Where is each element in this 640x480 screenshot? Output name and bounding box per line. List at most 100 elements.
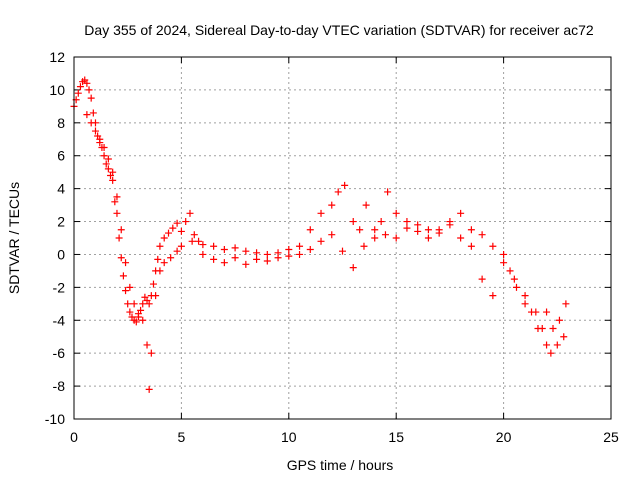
data-point	[210, 242, 218, 250]
data-point	[549, 325, 557, 332]
data-point	[538, 325, 546, 332]
data-point	[220, 259, 228, 267]
data-point	[199, 250, 207, 258]
series-1	[83, 111, 568, 393]
y-tick-label: -4	[53, 312, 66, 328]
data-point	[555, 316, 563, 324]
data-point	[160, 259, 168, 267]
plot-frame	[73, 56, 612, 420]
data-point	[102, 160, 110, 168]
data-point	[392, 209, 400, 217]
data-point	[285, 246, 293, 254]
data-point	[126, 283, 134, 291]
data-point	[231, 254, 239, 262]
data-point	[113, 209, 121, 217]
x-tick-label: 0	[70, 429, 78, 445]
y-tick-label: 4	[57, 181, 65, 197]
x-tick-label: 5	[178, 429, 186, 445]
data-point	[562, 300, 570, 308]
data-point	[242, 260, 250, 268]
data-point	[145, 385, 153, 393]
data-point	[242, 247, 250, 255]
data-point	[109, 168, 117, 176]
y-tick-label: 2	[57, 214, 65, 230]
data-point	[111, 198, 119, 206]
data-point	[139, 300, 147, 308]
data-point	[83, 79, 91, 87]
data-point	[149, 280, 157, 288]
data-point	[349, 264, 357, 272]
data-point	[414, 227, 422, 235]
data-point	[96, 135, 104, 143]
data-point	[210, 255, 218, 263]
data-point	[253, 255, 261, 263]
grid-lines	[74, 57, 611, 419]
data-point	[296, 242, 304, 250]
data-point	[356, 226, 364, 234]
data-point	[560, 333, 568, 341]
data-point	[506, 267, 514, 275]
data-point	[392, 234, 400, 242]
data-point	[341, 181, 349, 189]
chart-title: Day 355 of 2024, Sidereal Day-to-day VTE…	[84, 22, 594, 38]
data-point	[76, 83, 84, 91]
data-point	[500, 250, 508, 258]
data-point	[145, 300, 153, 308]
data-point	[104, 165, 112, 173]
data-point	[91, 127, 99, 135]
data-point	[339, 247, 346, 255]
data-point	[87, 119, 95, 127]
y-tick-label: -6	[53, 345, 66, 361]
data-point	[478, 275, 486, 283]
x-tick-label: 10	[281, 429, 297, 445]
data-point	[173, 219, 181, 227]
data-point	[424, 226, 432, 234]
data-point	[188, 237, 196, 245]
data-point	[130, 300, 138, 308]
data-point	[156, 242, 164, 250]
data-point	[263, 257, 271, 265]
data-point	[104, 155, 112, 163]
data-point	[122, 259, 130, 267]
data-point	[152, 292, 160, 300]
data-point	[500, 259, 508, 267]
y-tick-label: 10	[49, 82, 65, 98]
data-point	[553, 341, 561, 349]
data-point	[165, 229, 173, 237]
data-point	[467, 242, 475, 250]
data-point	[317, 209, 325, 217]
data-point	[478, 231, 486, 239]
data-point	[87, 94, 95, 102]
data-point	[169, 224, 177, 232]
data-point	[371, 234, 379, 242]
data-point	[117, 226, 125, 234]
data-point	[100, 144, 108, 151]
data-point	[160, 234, 168, 242]
data-point	[349, 218, 357, 226]
data-point	[231, 244, 239, 252]
data-point	[371, 226, 379, 234]
data-point	[446, 218, 454, 226]
data-point	[83, 111, 91, 119]
data-point	[285, 252, 293, 260]
data-point	[360, 242, 368, 250]
data-point	[467, 226, 475, 234]
data-point	[328, 201, 336, 209]
data-point	[334, 188, 342, 196]
data-point	[182, 218, 190, 226]
data-point	[414, 221, 422, 229]
data-point	[274, 254, 282, 262]
data-point	[424, 234, 432, 242]
data-point	[117, 254, 125, 262]
y-tick-label: 8	[57, 115, 65, 131]
data-point	[186, 209, 194, 217]
x-tick-label: 25	[603, 429, 619, 445]
data-point	[547, 349, 555, 357]
data-point	[457, 234, 465, 242]
y-tick-label: 0	[57, 246, 65, 262]
y-tick-label: -8	[53, 378, 66, 394]
data-point	[124, 300, 132, 308]
data-point	[489, 242, 497, 250]
data-point	[543, 341, 551, 349]
